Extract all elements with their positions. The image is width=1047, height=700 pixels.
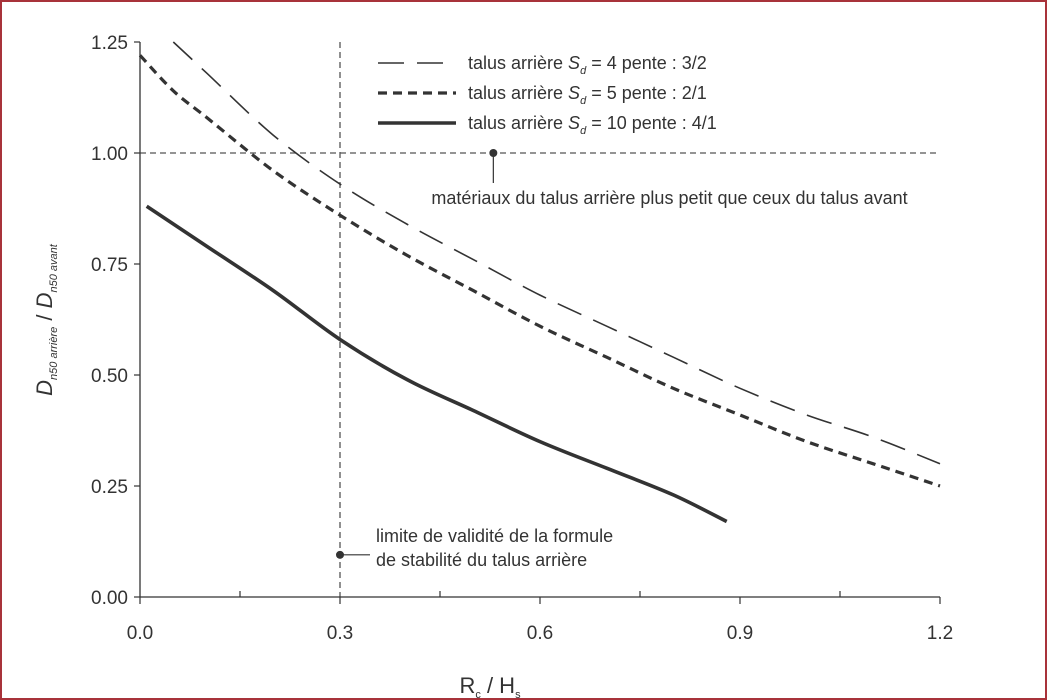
series-line-1: [172, 41, 941, 465]
reference-lines: [140, 42, 940, 597]
y-tick-label: 0.00: [91, 588, 128, 609]
y-axis-title: Dn50 arrière / Dn50 avant: [32, 243, 60, 396]
legend: talus arrière Sd = 4 pente : 3/2 talus ar…: [378, 53, 717, 137]
x-tick-label: 0.9: [727, 623, 753, 644]
ticks: 0.00 0.25 0.50 0.75 1.00 1.25 0.0 0.3 0.6 0.9 1.2: [91, 33, 953, 644]
y-tick-label: 1.00: [91, 144, 128, 165]
annotation-materials-text: matériaux du talus arrière plus petit qu…: [431, 188, 907, 208]
x-tick-label: 1.2: [927, 623, 953, 644]
y-tick-label: 1.25: [91, 33, 128, 54]
series-line-3: [145, 204, 728, 524]
series-group: [138, 41, 941, 524]
x-axis-title: Rc / Hs: [459, 673, 521, 700]
legend-label-3: talus arrière Sd = 10 pente : 4/1: [468, 113, 717, 137]
x-tick-label: 0.6: [527, 623, 553, 644]
y-tick-label: 0.25: [91, 477, 128, 498]
legend-label-2: talus arrière Sd = 5 pente : 2/1: [468, 83, 707, 107]
x-tick-label: 0.3: [327, 623, 353, 644]
annotation-validity-text-line-1: limite de validité de la formule: [376, 526, 613, 546]
y-tick-label: 0.50: [91, 366, 128, 387]
y-tick-label: 0.75: [91, 255, 128, 276]
x-tick-label: 0.0: [127, 623, 153, 644]
series-line-2: [138, 54, 941, 488]
annotation-validity-text-line-2: de stabilité du talus arrière: [376, 550, 587, 570]
annotations: matériaux du talus arrière plus petit qu…: [336, 149, 908, 570]
legend-label-1: talus arrière Sd = 4 pente : 3/2: [468, 53, 707, 77]
